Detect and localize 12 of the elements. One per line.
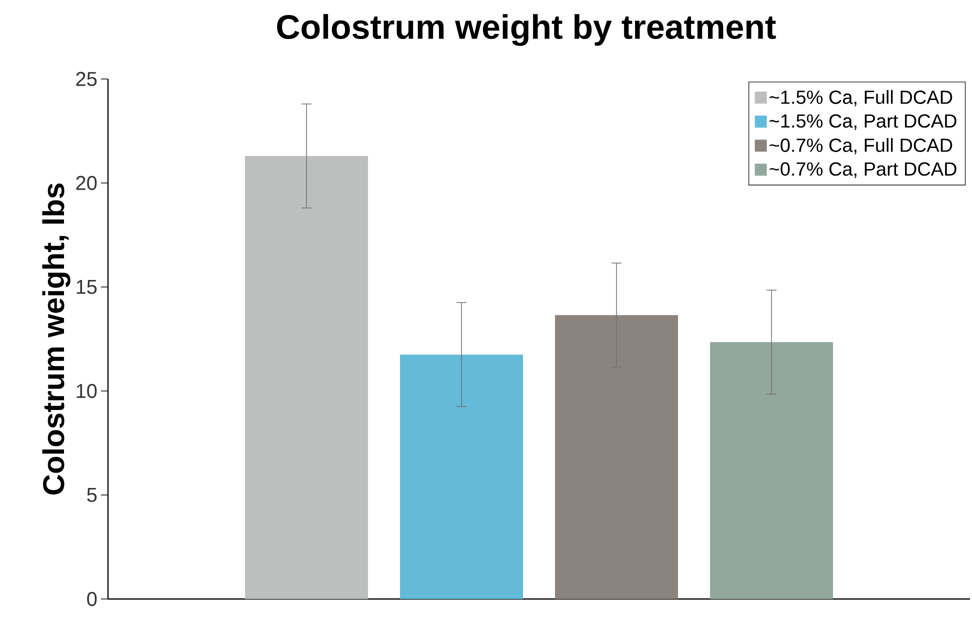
y-tick-label: 15 <box>76 280 97 294</box>
legend-label: ~1.5% Ca, Full DCAD <box>770 90 952 106</box>
y-tick-label: 5 <box>87 488 97 502</box>
y-tick-label: 0 <box>87 592 97 606</box>
y-tick-label: 20 <box>76 176 97 190</box>
y-tick-label: 10 <box>76 384 97 398</box>
y-tick-label: 25 <box>76 72 97 86</box>
y-axis-title: Colostrum weight, lbs <box>42 184 70 494</box>
legend-label: ~0.7% Ca, Full DCAD <box>770 138 952 154</box>
legend-label: ~1.5% Ca, Part DCAD <box>770 114 956 130</box>
legend-label: ~0.7% Ca, Part DCAD <box>770 162 956 178</box>
chart-title: Colostrum weight by treatment <box>277 14 776 46</box>
